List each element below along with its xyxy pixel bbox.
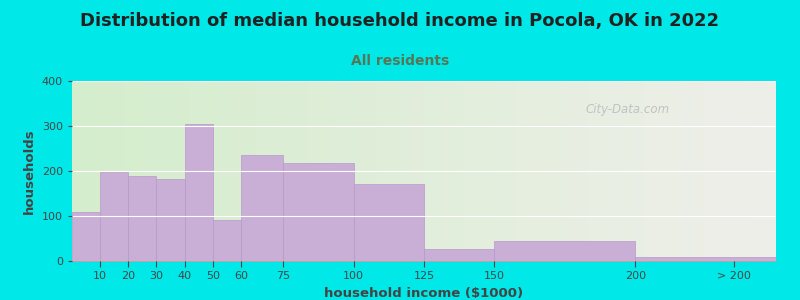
Text: City-Data.com: City-Data.com [586,103,670,116]
Bar [241,155,283,261]
Text: All residents: All residents [351,54,449,68]
Bar [494,241,635,261]
Bar [354,184,424,261]
Bar [128,176,157,261]
Bar [635,256,776,261]
Text: Distribution of median household income in Pocola, OK in 2022: Distribution of median household income … [81,12,719,30]
Bar [185,124,213,261]
Bar [424,249,494,261]
X-axis label: household income ($1000): household income ($1000) [325,287,523,300]
Y-axis label: households: households [23,128,36,214]
Bar [283,163,354,261]
Bar [213,220,241,261]
Bar [157,178,185,261]
Bar [100,172,128,261]
Bar [72,212,100,261]
